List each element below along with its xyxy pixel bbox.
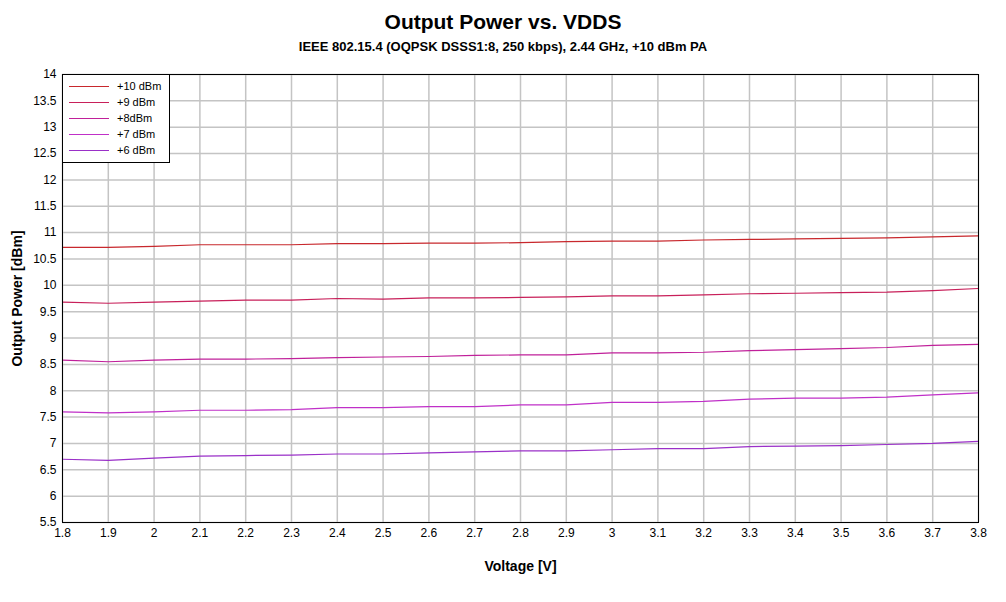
svg-text:3.8: 3.8 [970, 526, 987, 540]
svg-text:2.8: 2.8 [512, 526, 529, 540]
svg-text:9: 9 [50, 331, 57, 345]
svg-text:Output Power [dBm]: Output Power [dBm] [9, 230, 25, 366]
svg-text:10.5: 10.5 [33, 252, 57, 266]
html-text:+9 dBm: +9 dBm [117, 96, 156, 108]
svg-text:Voltage [V]: Voltage [V] [484, 558, 556, 574]
svg-text:2.4: 2.4 [329, 526, 346, 540]
svg-text:14: 14 [43, 67, 57, 81]
svg-text:12: 12 [43, 173, 57, 187]
svg-text:3.4: 3.4 [787, 526, 804, 540]
svg-text:1.9: 1.9 [100, 526, 117, 540]
html-text:+7 dBm: +7 dBm [117, 128, 156, 140]
svg-text:2.7: 2.7 [466, 526, 483, 540]
svg-text:10: 10 [43, 278, 57, 292]
svg-text:3: 3 [609, 526, 616, 540]
html-text:+8dBm: +8dBm [117, 112, 153, 124]
html-text:+10 dBm: +10 dBm [117, 80, 162, 92]
svg-text:3.3: 3.3 [741, 526, 758, 540]
html-text:IEEE 802.15.4 (OQPSK DSSS1:8,: IEEE 802.15.4 (OQPSK DSSS1:8, 250 kbps),… [298, 39, 708, 54]
svg-text:7.5: 7.5 [40, 410, 57, 424]
svg-text:6.5: 6.5 [40, 463, 57, 477]
svg-text:3.6: 3.6 [879, 526, 896, 540]
svg-text:2.9: 2.9 [558, 526, 575, 540]
svg-text:3.5: 3.5 [833, 526, 850, 540]
svg-text:8: 8 [50, 384, 57, 398]
svg-text:11.5: 11.5 [34, 199, 57, 213]
svg-text:5.5: 5.5 [40, 515, 57, 529]
svg-text:8.5: 8.5 [40, 357, 57, 371]
svg-text:9.5: 9.5 [40, 305, 57, 319]
svg-text:13.5: 13.5 [33, 94, 57, 108]
svg-text:1.8: 1.8 [54, 526, 71, 540]
svg-text:2.3: 2.3 [283, 526, 300, 540]
svg-text:2: 2 [151, 526, 158, 540]
svg-text:3.7: 3.7 [924, 526, 941, 540]
svg-text:3.2: 3.2 [695, 526, 712, 540]
svg-text:11: 11 [44, 225, 57, 239]
svg-text:6: 6 [50, 489, 57, 503]
svg-text:2.6: 2.6 [421, 526, 438, 540]
svg-text:12.5: 12.5 [33, 146, 57, 160]
svg-text:2.2: 2.2 [237, 526, 254, 540]
svg-text:13: 13 [43, 120, 57, 134]
svg-text:2.1: 2.1 [192, 526, 209, 540]
svg-text:3.1: 3.1 [650, 526, 667, 540]
svg-text:7: 7 [50, 436, 57, 450]
html-text:+6 dBm: +6 dBm [117, 144, 156, 156]
html-text:Output Power vs. VDDS: Output Power vs. VDDS [384, 10, 622, 33]
svg-text:2.5: 2.5 [375, 526, 392, 540]
